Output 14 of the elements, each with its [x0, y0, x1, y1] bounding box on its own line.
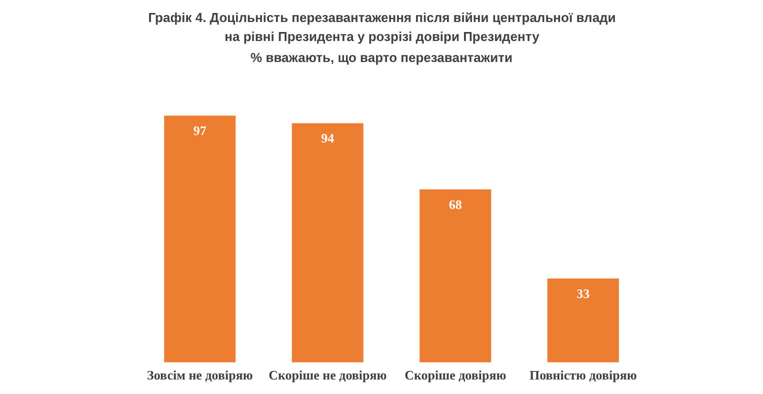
chart-title: Графік 4. Доцільність перезавантаження після війни центральної влади на рівні Президента у розрізі довіри Президенту	[147, 9, 617, 46]
chart-subtitle: % вважають, що варто перезавантажити	[250, 50, 514, 65]
bar	[547, 278, 619, 362]
bar	[164, 116, 236, 362]
bar	[420, 189, 492, 362]
data-label: 33	[576, 286, 590, 301]
x-tick-label: Скоріше довіряю	[404, 368, 506, 383]
x-tick-label: Зовсім не довіряю	[146, 368, 253, 383]
bar	[292, 123, 364, 362]
x-tick-label: Скоріше не довіряю	[268, 368, 387, 383]
data-label: 94	[321, 130, 335, 146]
data-label: 97	[193, 122, 207, 138]
data-label: 68	[448, 196, 462, 212]
x-tick-label: Повністю довіряю	[529, 368, 637, 383]
